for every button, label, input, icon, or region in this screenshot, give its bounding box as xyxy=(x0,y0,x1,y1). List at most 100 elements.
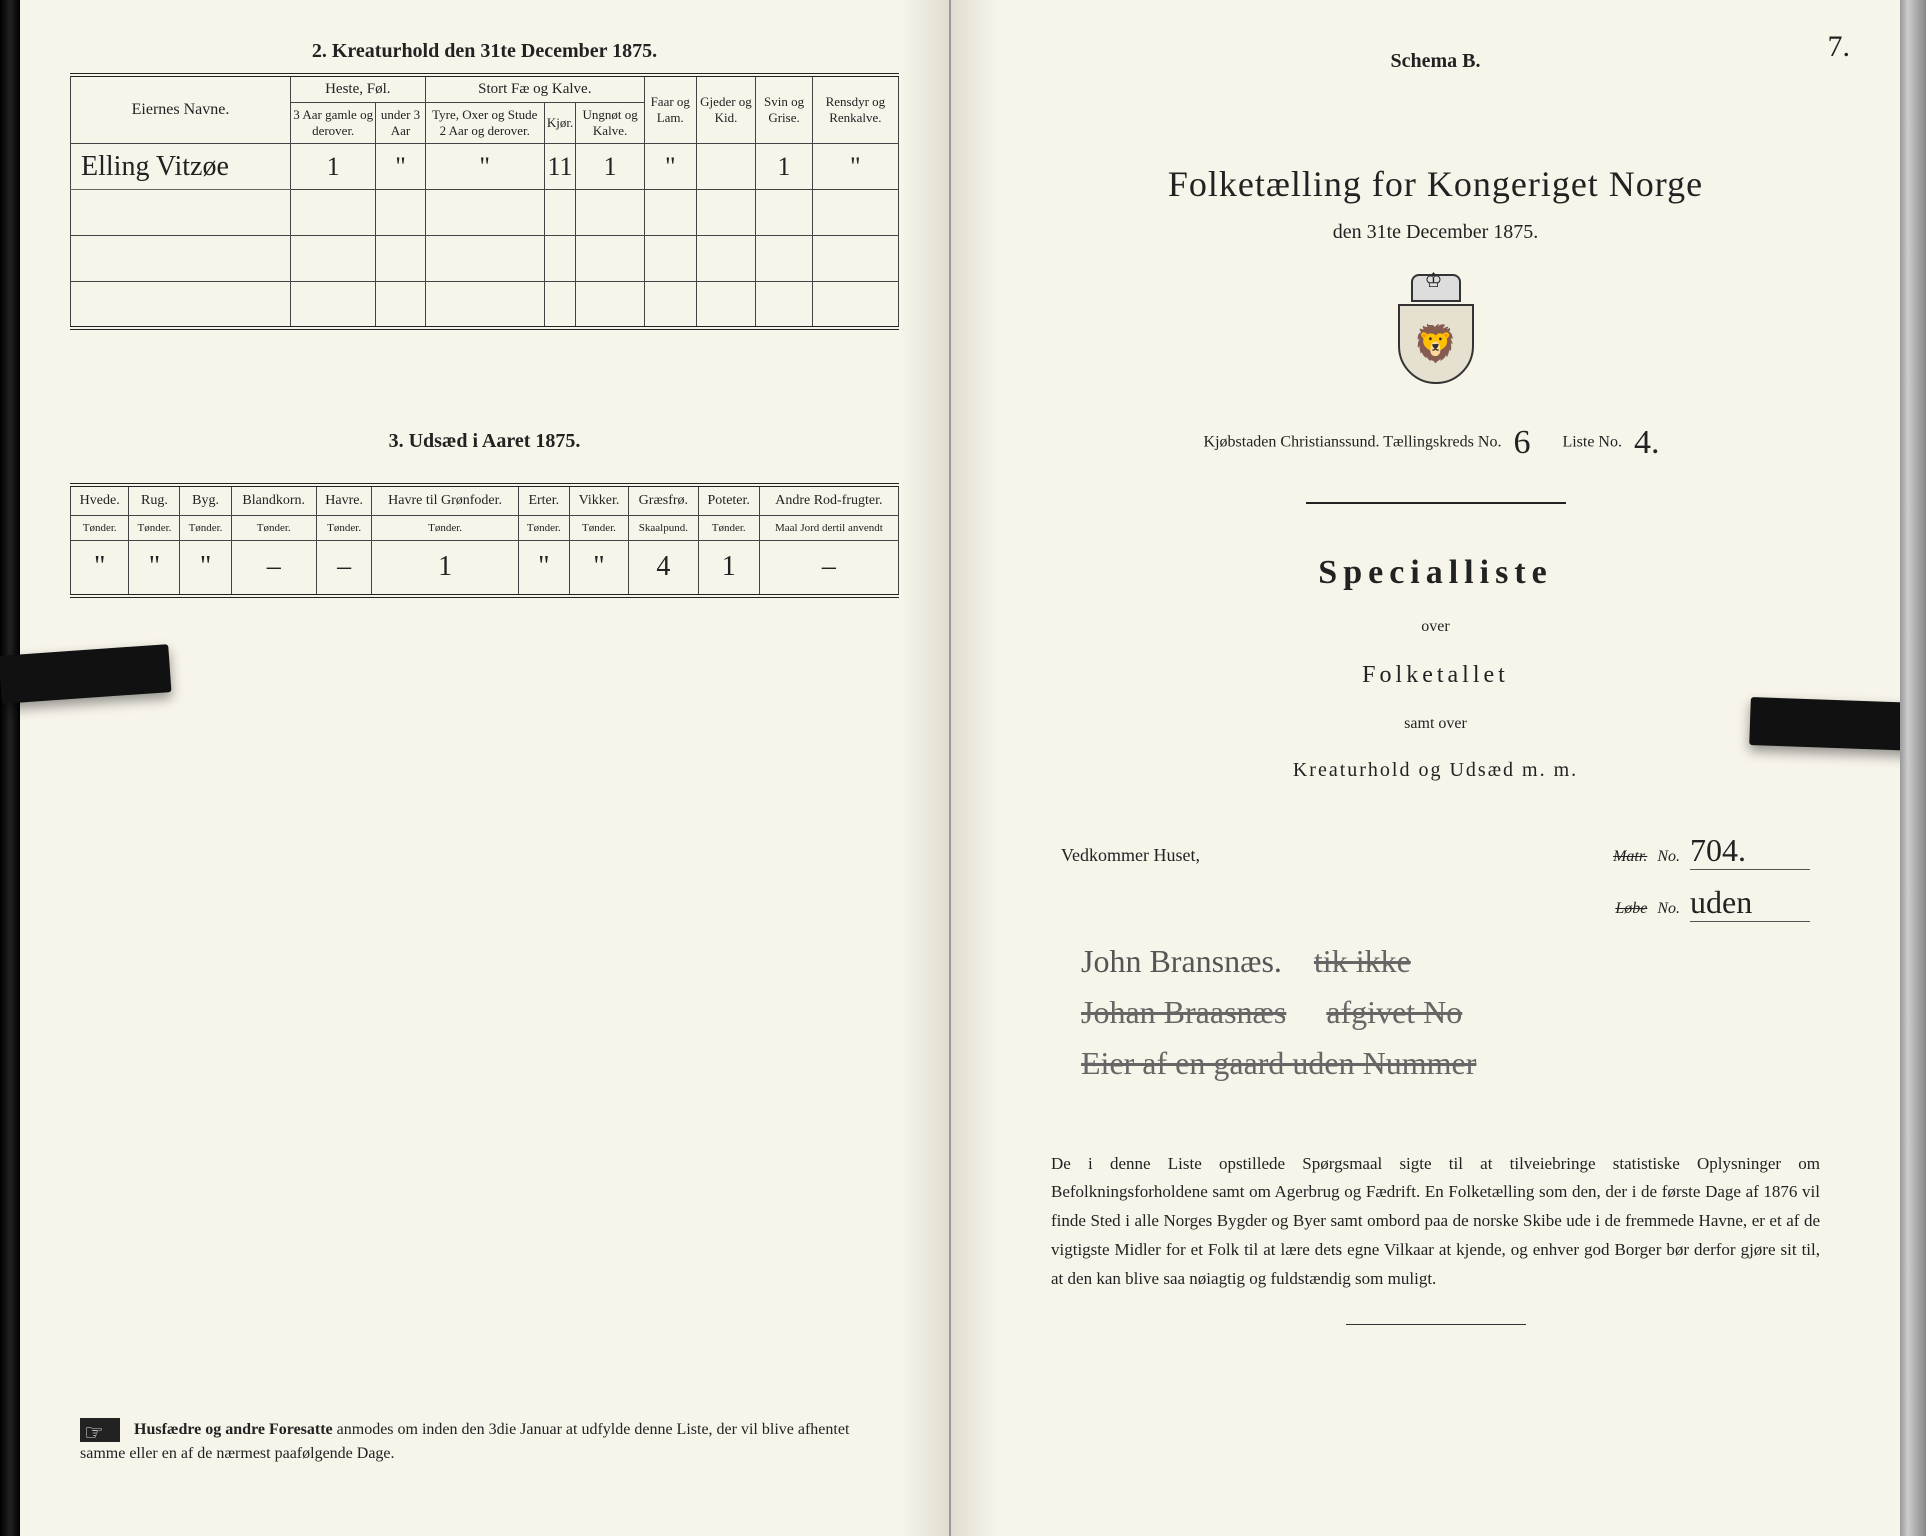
lobe-value: uden xyxy=(1690,884,1810,922)
footer-note: Husfædre og andre Foresatte anmodes om i… xyxy=(80,1418,889,1466)
seed-s5: Tønder. xyxy=(372,515,518,540)
heste-header: Heste, Føl. xyxy=(291,75,426,103)
cell xyxy=(696,144,756,190)
cell: " xyxy=(812,144,898,190)
hand-line4-strike: Eier af en gaard uden Nummer xyxy=(1081,1038,1790,1089)
book-spread: 2. Kreaturhold den 31te December 1875. E… xyxy=(20,0,1900,1536)
main-date: den 31te December 1875. xyxy=(1021,221,1850,244)
seed-h9: Poteter. xyxy=(698,485,759,516)
h2-sub: under 3 Aar xyxy=(376,103,425,144)
specialliste-heading: Specialliste xyxy=(1021,554,1850,592)
cell: " xyxy=(518,540,569,596)
seed-h1: Rug. xyxy=(129,485,180,516)
seed-s10: Maal Jord dertil anvendt xyxy=(759,515,898,540)
cell: " xyxy=(425,144,544,190)
seed-h8: Græsfrø. xyxy=(629,485,699,516)
seed-h2: Byg. xyxy=(180,485,231,516)
kreds-pre: Kjøbstaden Christianssund. Tællingskreds… xyxy=(1204,434,1502,451)
lobe-no-label: No. xyxy=(1657,900,1680,918)
cell: 1 xyxy=(698,540,759,596)
page-number: 7. xyxy=(1828,30,1851,64)
bottom-divider xyxy=(1346,1324,1526,1325)
table-row xyxy=(71,236,899,282)
form-block: Vedkommer Huset, Matr. No. 704. Løbe No.… xyxy=(1021,832,1850,1090)
seed-s3: Tønder. xyxy=(231,515,316,540)
seed-s1: Tønder. xyxy=(129,515,180,540)
cell: 1 xyxy=(756,144,812,190)
samt-over-label: samt over xyxy=(1021,715,1850,733)
coat-of-arms-icon: 🦁 xyxy=(1391,274,1481,384)
cell: – xyxy=(316,540,372,596)
seed-h5: Havre til Grønfoder. xyxy=(372,485,518,516)
over-label: over xyxy=(1021,618,1850,636)
seed-s4: Tønder. xyxy=(316,515,372,540)
main-title: Folketælling for Kongeriget Norge xyxy=(1021,163,1850,205)
vedkommer-label: Vedkommer Huset, xyxy=(1061,845,1261,866)
seed-table: Hvede. Rug. Byg. Blandkorn. Havre. Havre… xyxy=(70,483,899,599)
cell: 1 xyxy=(576,144,645,190)
seed-s9: Tønder. xyxy=(698,515,759,540)
lobe-label: Løbe xyxy=(1615,900,1647,918)
table-row xyxy=(71,190,899,236)
hand-line1: John Bransnæs. xyxy=(1081,943,1282,979)
livestock-table: Eiernes Navne. Heste, Føl. Stort Fæ og K… xyxy=(70,73,899,330)
seed-s8: Skaalpund. xyxy=(629,515,699,540)
kreds-line: Kjøbstaden Christianssund. Tællingskreds… xyxy=(1021,424,1850,462)
section3-title: 3. Udsæd i Aaret 1875. xyxy=(70,430,899,453)
owner-header: Eiernes Navne. xyxy=(71,75,291,144)
bottom-paragraph: De i denne Liste opstillede Spørgsmaal s… xyxy=(1021,1150,1850,1294)
matr-no-label: No. xyxy=(1657,848,1680,866)
page-weight-right xyxy=(1749,697,1921,751)
gjeder-header: Gjeder og Kid. xyxy=(696,75,756,144)
seed-s2: Tønder. xyxy=(180,515,231,540)
seed-h10: Andre Rod-frugter. xyxy=(759,485,898,516)
owner-name-cell: Elling Vitzøe xyxy=(71,144,291,190)
book-edge xyxy=(1900,0,1926,1536)
kreds-no: 6 xyxy=(1505,424,1538,462)
s1-sub: Tyre, Oxer og Stude 2 Aar og derover. xyxy=(425,103,544,144)
seed-h0: Hvede. xyxy=(71,485,129,516)
liste-label: Liste No. xyxy=(1562,434,1622,451)
left-page: 2. Kreaturhold den 31te December 1875. E… xyxy=(20,0,951,1536)
seed-h4: Havre. xyxy=(316,485,372,516)
svin-header: Svin og Grise. xyxy=(756,75,812,144)
seed-h6: Erter. xyxy=(518,485,569,516)
seed-s6: Tønder. xyxy=(518,515,569,540)
cell: " xyxy=(180,540,231,596)
matr-no-value: 704. xyxy=(1690,832,1810,870)
cell: 4 xyxy=(629,540,699,596)
divider xyxy=(1306,502,1566,504)
folketallet-label: Folketallet xyxy=(1021,662,1850,689)
handwriting-block: John Bransnæs. tik ikke Johan Braasnæs a… xyxy=(1061,936,1810,1090)
footer-bold: Husfædre og andre Foresatte xyxy=(134,1421,333,1438)
h1-sub: 3 Aar gamle og derover. xyxy=(291,103,376,144)
cell: – xyxy=(759,540,898,596)
cell: " xyxy=(569,540,628,596)
seed-h3: Blandkorn. xyxy=(231,485,316,516)
table-row: Elling Vitzøe 1 " " 11 1 " 1 " xyxy=(71,144,899,190)
hand-line2-strike: tik ikke xyxy=(1314,943,1411,979)
table-row xyxy=(71,282,899,328)
seed-h7: Vikker. xyxy=(569,485,628,516)
hand-line1-strike: Johan Braasnæs xyxy=(1081,994,1286,1030)
matr-label: Matr. xyxy=(1613,848,1647,866)
cell: " xyxy=(644,144,696,190)
pointing-hand-icon xyxy=(80,1418,120,1442)
hand-line3-strike: afgivet No xyxy=(1326,994,1462,1030)
right-page: 7. Schema B. Folketælling for Kongeriget… xyxy=(951,0,1900,1536)
cell: " xyxy=(376,144,425,190)
section2-title: 2. Kreaturhold den 31te December 1875. xyxy=(70,40,899,63)
seed-s0: Tønder. xyxy=(71,515,129,540)
rensdyr-header: Rensdyr og Renkalve. xyxy=(812,75,898,144)
schema-label: Schema B. xyxy=(1021,50,1850,73)
s2-sub: Kjør. xyxy=(544,103,575,144)
liste-no: 4. xyxy=(1626,424,1668,462)
cell: 11 xyxy=(544,144,575,190)
book-spine xyxy=(0,0,20,1536)
cell: 1 xyxy=(372,540,518,596)
page-weight-left xyxy=(0,644,171,704)
table-row: " " " – – 1 " " 4 1 – xyxy=(71,540,899,596)
s3-sub: Ungnøt og Kalve. xyxy=(576,103,645,144)
storfe-header: Stort Fæ og Kalve. xyxy=(425,75,644,103)
cell: " xyxy=(71,540,129,596)
